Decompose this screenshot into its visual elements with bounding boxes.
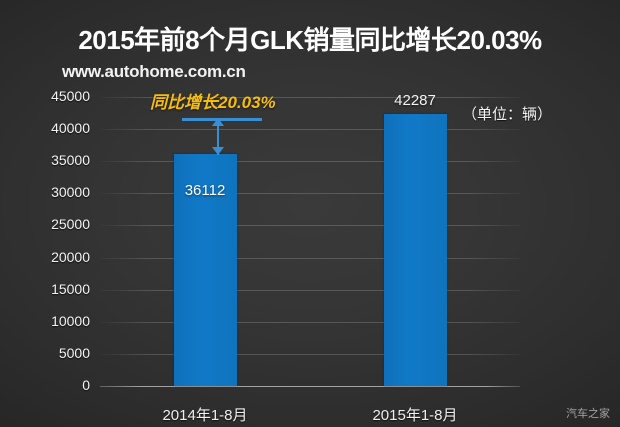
bar[interactable] [173, 154, 237, 386]
x-axis-tick-label: 2014年1-8月 [162, 407, 248, 424]
bar[interactable] [383, 114, 447, 386]
gridline [100, 353, 520, 355]
y-axis-tick-label: 30000 [51, 184, 90, 201]
y-axis-tick-label: 10000 [51, 312, 90, 329]
growth-arrow-shaft [217, 121, 219, 155]
arrow-head-up-icon [212, 118, 224, 126]
chart-title: 2015年前8个月GLK销量同比增长20.03% [78, 25, 542, 55]
gridline [100, 386, 520, 387]
y-axis-tick-label: 20000 [51, 248, 90, 265]
arrow-head-down-icon [212, 147, 224, 155]
site-url-label: www.autohome.com.cn [62, 62, 246, 81]
gridline [100, 225, 520, 227]
gridline [100, 257, 520, 259]
bar-value-label: 36112 [184, 182, 226, 200]
y-axis-tick-label: 35000 [51, 152, 90, 169]
y-axis-tick-label: 45000 [51, 88, 90, 104]
y-axis-tick-label: 5000 [58, 344, 90, 361]
growth-annotation-label: 同比增长20.03% [150, 93, 276, 112]
y-axis-tick-label: 25000 [51, 216, 90, 233]
gridline [100, 129, 520, 131]
y-axis-tick-label: 0 [82, 377, 90, 393]
watermark: 汽车之家 [566, 408, 610, 420]
gridline [100, 193, 520, 195]
x-axis-tick-label: 2015年1-8月 [372, 407, 458, 424]
gridline [100, 97, 520, 98]
gridline [100, 161, 520, 163]
y-axis-tick-label: 40000 [51, 120, 90, 137]
gridline [100, 321, 520, 323]
gridline [100, 289, 520, 291]
unit-label: （单位：辆） [462, 106, 553, 123]
y-axis-tick-label: 15000 [51, 280, 90, 297]
bar-value-label: 42287 [394, 92, 436, 110]
plot-area: 0 5000 10000 15000 20000 25000 30000 35000 40000… [51, 88, 520, 424]
